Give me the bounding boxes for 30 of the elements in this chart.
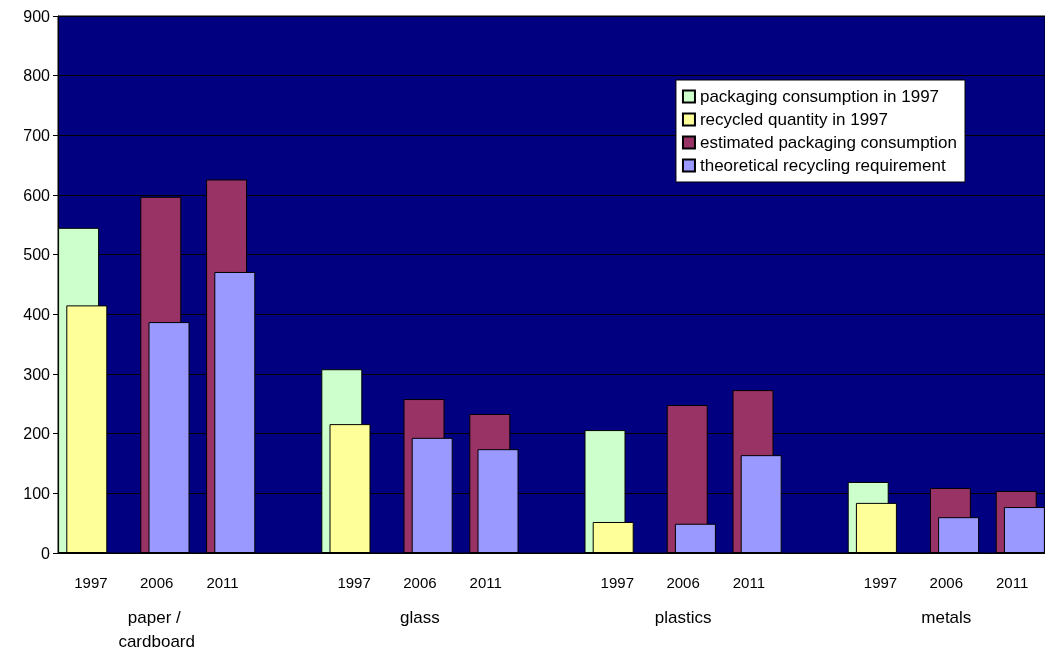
y-tick-label: 100 — [23, 484, 51, 502]
x-tick-label: 1997 — [337, 574, 371, 591]
legend-label: packaging consumption in 1997 — [699, 87, 940, 106]
x-tick-label: 1997 — [863, 574, 898, 591]
text: metals — [921, 607, 972, 627]
x-tick-label: 2006 — [929, 574, 963, 591]
x-tick-label: 2006 — [666, 574, 700, 591]
y-tick-label: 400 — [23, 305, 51, 323]
y-tick-label: 200 — [23, 425, 51, 443]
y-tick-label: 800 — [23, 67, 51, 85]
x-tick-label: 2011 — [732, 574, 766, 591]
legend-label: theoretical recycling requirement — [699, 156, 946, 175]
y-tick-label: 300 — [23, 365, 51, 383]
x-tick-label: 2011 — [469, 574, 502, 591]
x-tick-label: 2006 — [140, 574, 174, 591]
x-tick-label: 2011 — [995, 574, 1029, 591]
y-tick-label: 500 — [23, 246, 51, 264]
text: plastics — [654, 607, 712, 627]
x-tick-label: 1997 — [74, 574, 108, 591]
x-tick-label: 2006 — [403, 574, 437, 591]
x-tick-label: 1997 — [600, 574, 634, 591]
legend-label: estimated packaging consumption — [699, 133, 957, 152]
x-tick-label: 2011 — [206, 574, 239, 591]
y-tick-label: 900 — [23, 7, 51, 25]
y-tick-label: 700 — [23, 126, 51, 144]
text: paper / cardboard — [118, 607, 195, 651]
y-tick-label: 600 — [23, 186, 51, 204]
text: glass — [400, 607, 440, 627]
y-tick-label: 0 — [41, 544, 51, 562]
legend-label: recycled quantity in 1997 — [699, 110, 889, 129]
